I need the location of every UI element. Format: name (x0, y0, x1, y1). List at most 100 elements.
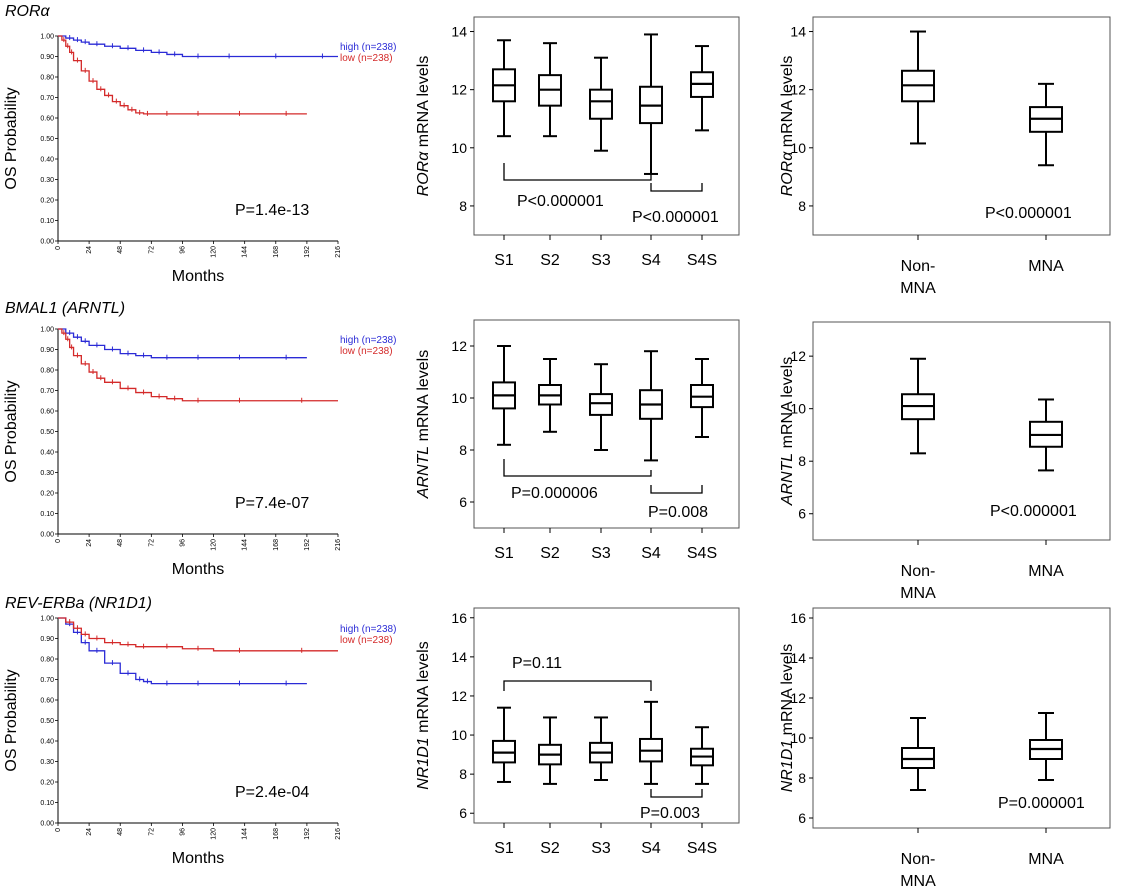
survival-y-tick-label: 0.50 (40, 429, 54, 436)
box-category-label: S1 (494, 252, 514, 269)
survival-high-curve (58, 328, 307, 359)
box-y-tick-label: 6 (459, 494, 467, 510)
box-y-tick-label: 8 (459, 198, 467, 214)
box-y-label-suffix: mRNA levels (415, 641, 432, 737)
comparison-bracket-s4-s4s (650, 183, 703, 192)
survival-y-tick-label: 1.00 (40, 327, 54, 334)
box-y-label: ARNTL mRNA levels (779, 357, 796, 506)
survival-x-tick-label: 24 (86, 246, 93, 254)
survival-x-tick-label: 48 (117, 246, 124, 254)
box-y-label: RORα mRNA levels (415, 56, 432, 197)
survival-high-curve (58, 35, 338, 58)
comparison-p-value-s4-s4s: P<0.000001 (632, 209, 719, 226)
box-y-tick-label: 10 (790, 730, 806, 746)
survival-y-tick-label: 0.10 (40, 511, 54, 518)
box-y-label-gene: RORα (415, 151, 432, 197)
survival-x-tick-label: 72 (148, 828, 155, 836)
box-y-tick-label: 14 (451, 24, 467, 40)
survival-x-tick-label: 72 (148, 539, 155, 547)
survival-x-tick-label: 216 (335, 246, 342, 258)
box-category-label: S3 (591, 840, 611, 857)
survival-low-curve (58, 328, 338, 402)
survival-x-tick-label: 168 (273, 246, 280, 258)
box-category-label: S4 (641, 252, 661, 269)
mna-category-label: MNA (1028, 563, 1064, 580)
box-y-tick-label: 8 (459, 766, 467, 782)
box-y-tick-label: 10 (451, 140, 467, 156)
mna-category-label-line1: Non- (901, 851, 936, 868)
box-y-label-gene: NR1D1 (415, 737, 432, 789)
box-iqr (589, 393, 613, 416)
box-y-tick-label: 12 (451, 338, 467, 354)
box-y-label-suffix: mRNA levels (415, 56, 432, 152)
survival-y-tick-label: 0.20 (40, 198, 54, 205)
survival-x-tick-label: 144 (242, 246, 249, 258)
box-category-label: S4S (687, 840, 717, 857)
box-y-label-suffix: mRNA levels (415, 350, 432, 446)
comparison-p-value-s1-s4: P=0.11 (512, 655, 562, 672)
mna-category-label-line2: MNA (900, 280, 936, 297)
box-y-label-gene: ARNTL (779, 453, 796, 506)
survival-low-curve (58, 35, 307, 115)
box-y-tick-label: 10 (790, 140, 806, 156)
box-category-label: S4 (641, 545, 661, 562)
survival-x-tick-label: 144 (242, 539, 249, 551)
survival-legend-high: high (n=238) (340, 335, 396, 346)
mna-category-label-line2: MNA (900, 873, 936, 890)
survival-high-curve (58, 617, 307, 685)
box-y-label-gene: RORα (779, 151, 796, 197)
survival-x-tick-label: 144 (242, 828, 249, 840)
survival-y-tick-label: 0.70 (40, 388, 54, 395)
box-category-label: S3 (591, 252, 611, 269)
survival-x-tick-label: 120 (211, 246, 218, 258)
survival-x-tick-label: 0 (55, 539, 62, 543)
mna-p-value: P=0.000001 (998, 795, 1085, 812)
survival-y-tick-label: 0.50 (40, 718, 54, 725)
mna-p-value: P<0.000001 (985, 205, 1072, 222)
survival-y-tick-label: 0.20 (40, 491, 54, 498)
survival-y-tick-label: 0.60 (40, 698, 54, 705)
survival-x-tick-label: 120 (211, 539, 218, 551)
survival-y-tick-label: 0.30 (40, 759, 54, 766)
box-category-label: S3 (591, 545, 611, 562)
survival-x-label: Months (172, 268, 224, 285)
survival-y-tick-label: 0.60 (40, 116, 54, 123)
box-y-tick-label: 6 (798, 810, 806, 826)
survival-y-tick-label: 0.80 (40, 368, 54, 375)
survival-y-tick-label: 0.40 (40, 157, 54, 164)
box-y-label: ARNTL mRNA levels (415, 350, 432, 499)
box-plot-frame (812, 16, 1111, 236)
survival-legend-high: high (n=238) (340, 624, 396, 635)
box-y-label-gene: NR1D1 (779, 740, 796, 792)
comparison-p-value-s4-s4s: P=0.003 (640, 805, 700, 822)
survival-x-tick-label: 24 (86, 539, 93, 547)
survival-y-tick-label: 0.40 (40, 739, 54, 746)
survival-y-tick-label: 0.70 (40, 95, 54, 102)
mna-category-label-line1: Non- (901, 258, 936, 275)
survival-x-tick-label: 48 (117, 539, 124, 547)
survival-y-tick-label: 1.00 (40, 616, 54, 623)
survival-x-tick-label: 192 (304, 828, 311, 840)
survival-x-tick-label: 0 (55, 246, 62, 250)
box-y-tick-label: 6 (459, 805, 467, 821)
survival-x-label: Months (172, 850, 224, 867)
survival-y-tick-label: 0.40 (40, 450, 54, 457)
box-y-tick-label: 12 (790, 690, 806, 706)
survival-x-tick-label: 72 (148, 246, 155, 254)
box-y-label-suffix: mRNA levels (779, 357, 796, 453)
comparison-bracket-s1-s4 (503, 459, 652, 477)
box-plot-frame (812, 607, 1111, 829)
survival-y-tick-label: 0.80 (40, 657, 54, 664)
box-y-label: NR1D1 mRNA levels (415, 641, 432, 790)
survival-y-label: OS Probability (3, 380, 20, 482)
mna-category-label-line2: MNA (900, 585, 936, 602)
box-y-tick-label: 16 (790, 610, 806, 626)
survival-y-tick-label: 0.80 (40, 75, 54, 82)
box-y-tick-label: 12 (451, 688, 467, 704)
survival-y-tick-label: 0.90 (40, 347, 54, 354)
mna-category-label: MNA (1028, 851, 1064, 868)
box-y-tick-label: 10 (451, 727, 467, 743)
box-y-tick-label: 8 (798, 453, 806, 469)
survival-y-label: OS Probability (3, 669, 20, 771)
